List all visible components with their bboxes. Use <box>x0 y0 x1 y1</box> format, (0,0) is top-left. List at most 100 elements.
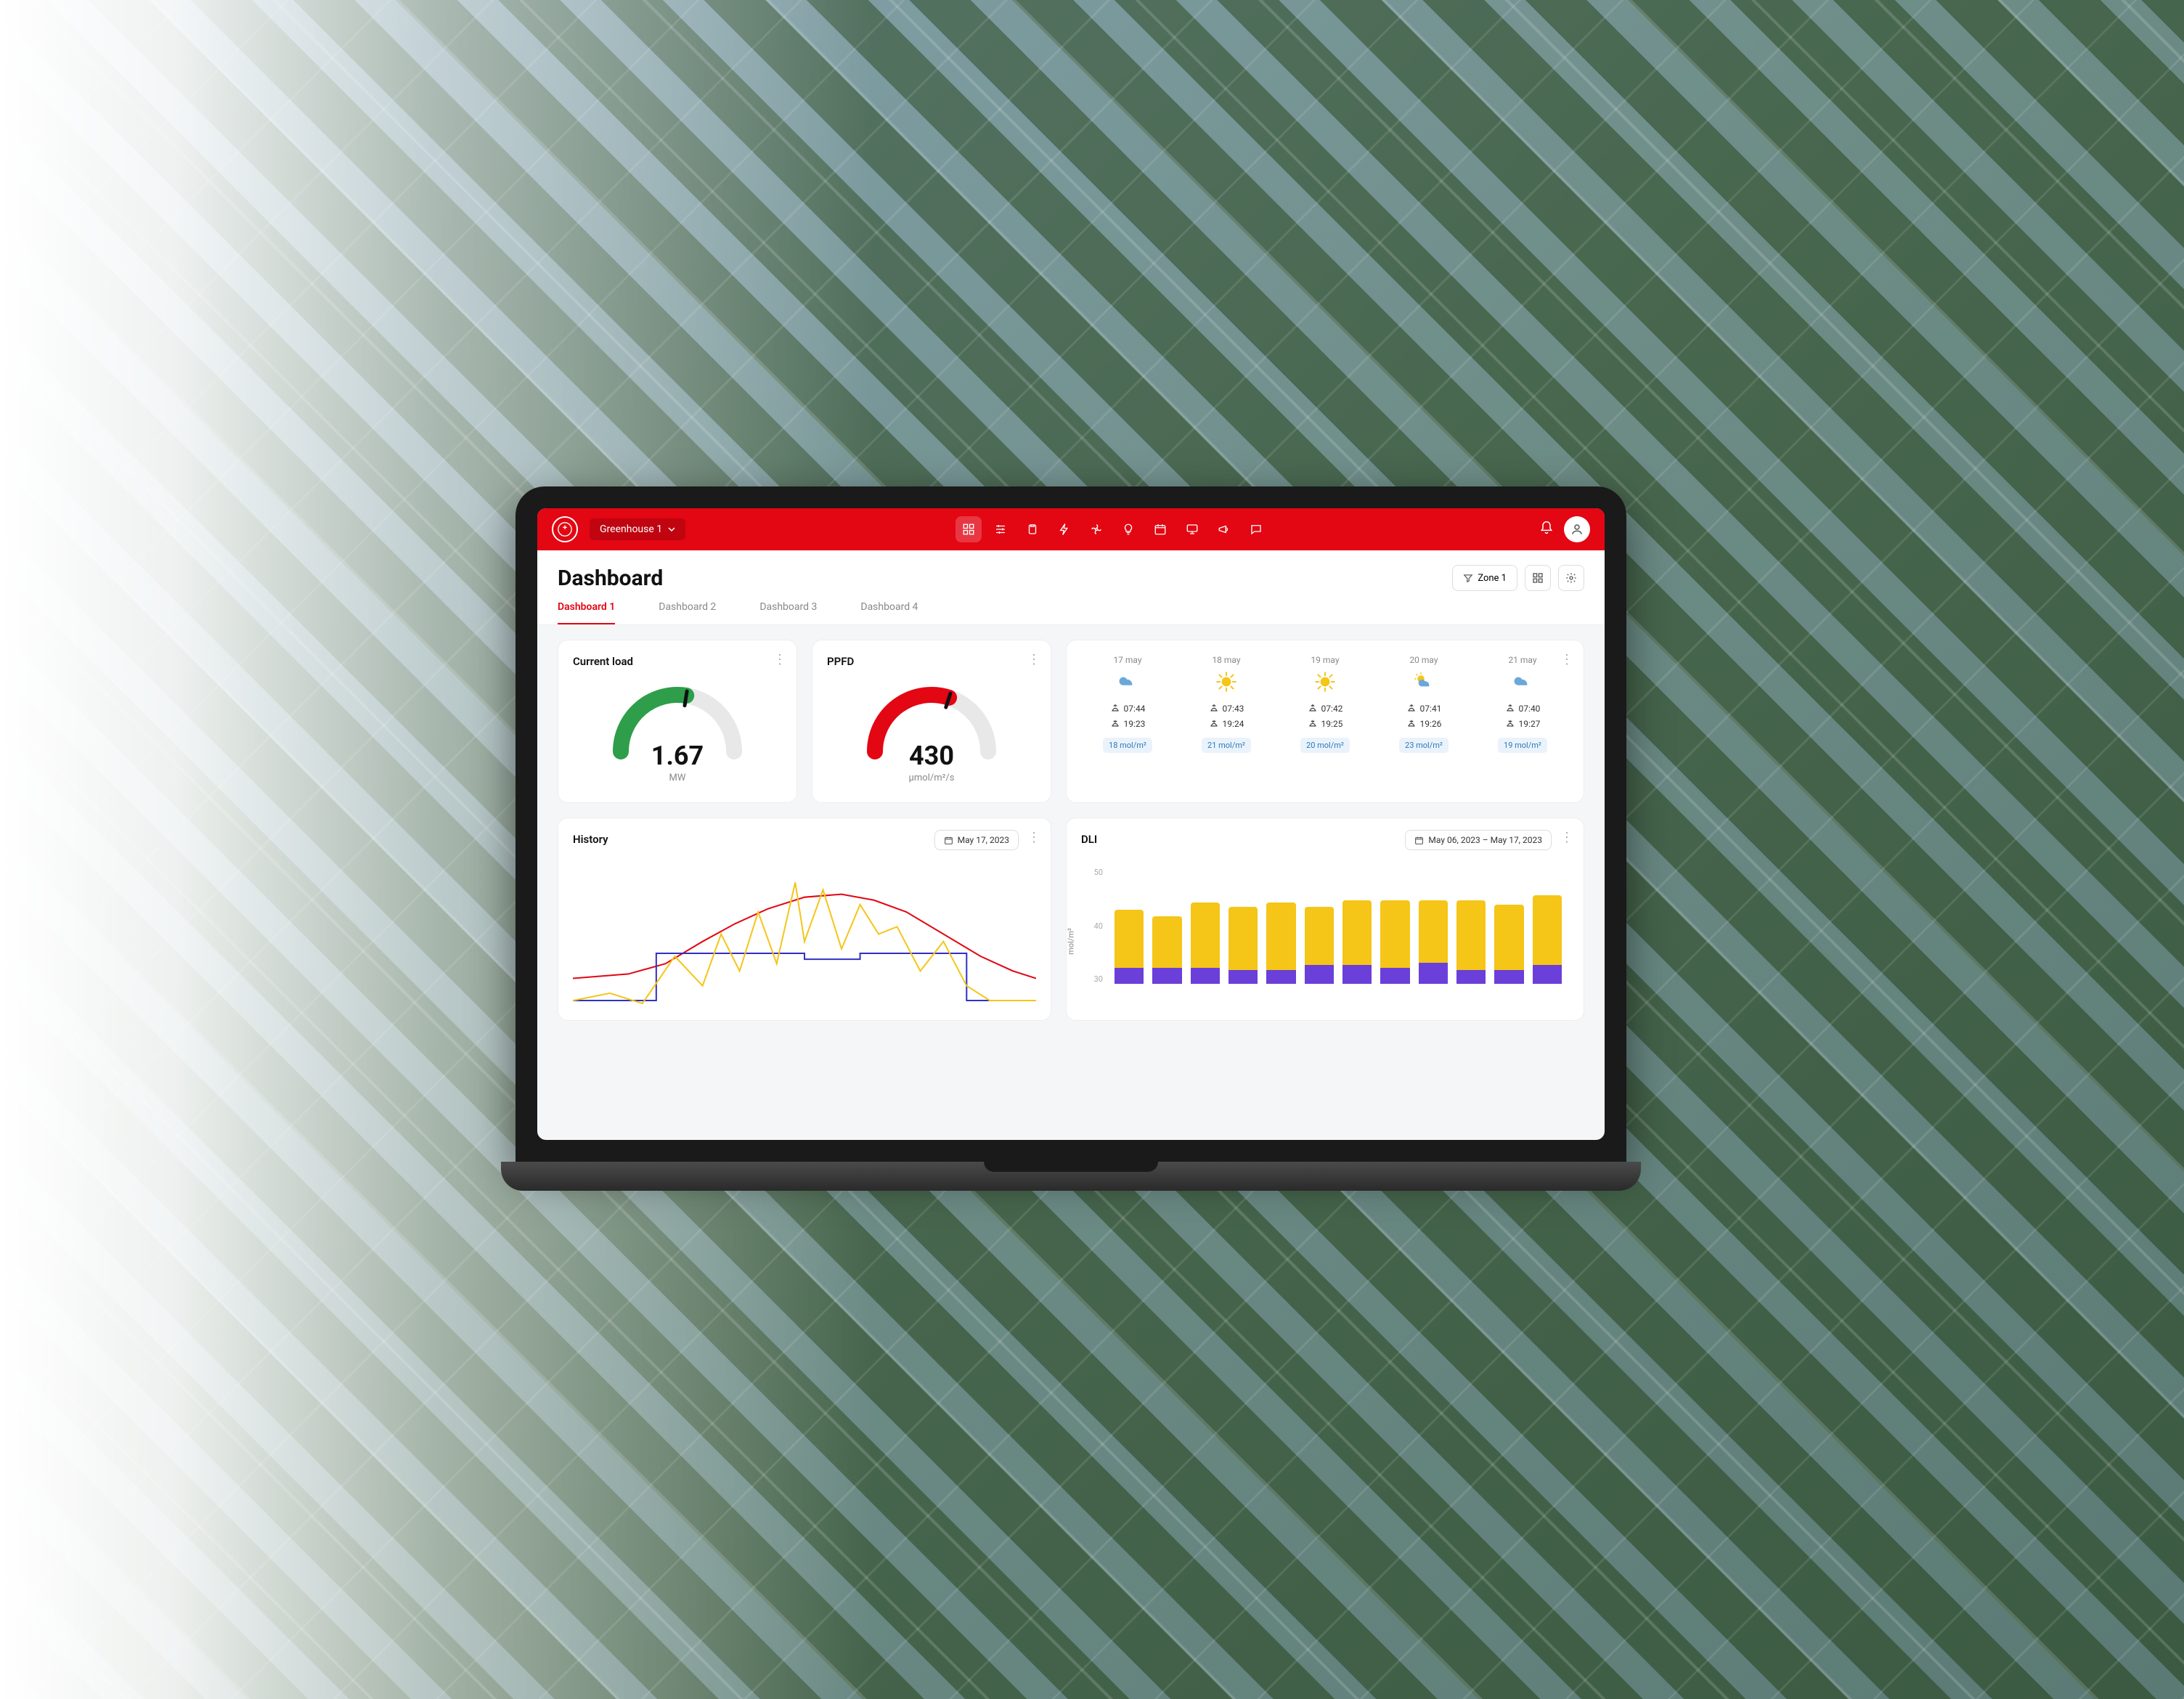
nav-fan-icon[interactable] <box>1083 516 1109 542</box>
weather-cloud-icon <box>1511 670 1534 698</box>
nav-sliders-icon[interactable] <box>987 516 1014 542</box>
layout-button[interactable] <box>1525 565 1551 591</box>
tab-dashboard-1[interactable]: Dashboard 1 <box>558 591 615 624</box>
history-line-chart <box>573 868 1036 1015</box>
dli-date-label: May 06, 2023 – May 17, 2023 <box>1428 835 1542 845</box>
user-avatar[interactable] <box>1564 516 1590 542</box>
sunrise-time: 07:40 <box>1505 704 1541 714</box>
dli-bar <box>1456 868 1486 984</box>
zone-label: Zone 1 <box>1478 573 1507 584</box>
weather-mol-badge: 21 mol/m² <box>1202 738 1251 753</box>
settings-button[interactable] <box>1558 565 1584 591</box>
brand-logo-icon[interactable] <box>552 516 578 542</box>
bar-segment-bottom <box>1533 965 1562 984</box>
weather-date: 20 may <box>1409 655 1438 665</box>
history-card: History May 17, 2023 ⋮ <box>558 818 1051 1021</box>
nav-calendar-icon[interactable] <box>1147 516 1173 542</box>
dli-bar <box>1152 868 1181 984</box>
y-tick: 50 <box>1081 868 1103 877</box>
dli-bar-chart: 504030 <box>1081 868 1569 984</box>
notifications-icon[interactable] <box>1539 521 1554 538</box>
y-tick: 40 <box>1081 921 1103 931</box>
weather-partly-icon <box>1412 670 1435 698</box>
card-menu-icon[interactable]: ⋮ <box>773 652 786 667</box>
card-menu-icon[interactable]: ⋮ <box>1560 830 1573 845</box>
page-header: Dashboard Zone 1 <box>537 550 1605 591</box>
weather-day: 18 may 07:43 19:24 21 mol/m² <box>1180 655 1273 753</box>
dli-bar <box>1533 868 1562 984</box>
sunset-time: 19:23 <box>1110 719 1146 729</box>
sunset-time: 19:26 <box>1406 719 1442 729</box>
nav-icons <box>697 516 1528 542</box>
current-load-unit: MW <box>669 773 686 783</box>
filter-icon <box>1463 573 1473 583</box>
sunset-time: 19:27 <box>1505 719 1541 729</box>
weather-card: ⋮ 17 may 07:44 19:23 18 mol/m²18 may 07:… <box>1066 640 1584 803</box>
weather-day: 20 may 07:41 19:26 23 mol/m² <box>1377 655 1470 753</box>
tab-dashboard-4[interactable]: Dashboard 4 <box>860 591 918 624</box>
calendar-icon <box>1414 836 1424 845</box>
dli-bar <box>1228 868 1258 984</box>
ppfd-card: PPFD ⋮ 430 μmol/m²/s <box>812 640 1051 803</box>
nav-bolt-icon[interactable] <box>1051 516 1077 542</box>
weather-mol-badge: 18 mol/m² <box>1103 738 1152 753</box>
weather-cloud-icon <box>1116 670 1139 698</box>
sunset-time: 19:24 <box>1209 719 1244 729</box>
app-screen: Greenhouse 1 Dashboard <box>537 508 1605 1140</box>
card-title: PPFD <box>827 655 1036 668</box>
bar-segment-bottom <box>1456 970 1486 984</box>
bar-segment-bottom <box>1380 968 1409 984</box>
bar-segment-top <box>1342 900 1372 966</box>
weather-day: 17 may 07:44 19:23 18 mol/m² <box>1081 655 1174 753</box>
nav-screen-icon[interactable] <box>1179 516 1205 542</box>
dli-bar <box>1266 868 1295 984</box>
layout-icon <box>1532 572 1544 584</box>
history-date-label: May 17, 2023 <box>958 835 1009 845</box>
weather-day: 19 may 07:42 19:25 20 mol/m² <box>1279 655 1372 753</box>
weather-mol-badge: 19 mol/m² <box>1498 738 1547 753</box>
greenhouse-selector[interactable]: Greenhouse 1 <box>590 518 685 540</box>
gear-icon <box>1565 572 1577 584</box>
bar-segment-bottom <box>1152 968 1181 984</box>
weather-day: 21 may 07:40 19:27 19 mol/m² <box>1476 655 1569 753</box>
dli-date-picker[interactable]: May 06, 2023 – May 17, 2023 <box>1405 830 1552 850</box>
laptop-base <box>501 1162 1641 1191</box>
bar-segment-top <box>1152 916 1181 967</box>
tab-dashboard-2[interactable]: Dashboard 2 <box>659 591 716 624</box>
weather-date: 18 may <box>1212 655 1240 665</box>
card-title: Current load <box>573 655 782 668</box>
dli-bar <box>1419 868 1448 984</box>
weather-mol-badge: 23 mol/m² <box>1399 738 1448 753</box>
sunrise-time: 07:41 <box>1406 704 1442 714</box>
nav-clipboard-icon[interactable] <box>1019 516 1046 542</box>
bar-segment-bottom <box>1266 970 1295 984</box>
nav-chat-icon[interactable] <box>1243 516 1269 542</box>
dli-bar <box>1115 868 1144 984</box>
bar-segment-top <box>1419 900 1448 963</box>
dashboard-tabs: Dashboard 1 Dashboard 2 Dashboard 3 Dashboa… <box>537 591 1605 625</box>
topbar: Greenhouse 1 <box>537 508 1605 550</box>
bar-segment-top <box>1305 907 1334 965</box>
bar-segment-top <box>1494 905 1523 970</box>
card-menu-icon[interactable]: ⋮ <box>1027 830 1040 845</box>
sunrise-time: 07:42 <box>1308 704 1343 714</box>
nav-bulb-icon[interactable] <box>1115 516 1141 542</box>
bar-segment-bottom <box>1494 970 1523 984</box>
weather-date: 19 may <box>1311 655 1339 665</box>
nav-megaphone-icon[interactable] <box>1211 516 1237 542</box>
tab-dashboard-3[interactable]: Dashboard 3 <box>759 591 817 624</box>
history-date-picker[interactable]: May 17, 2023 <box>934 830 1019 850</box>
weather-sun-icon <box>1215 670 1238 698</box>
zone-filter-button[interactable]: Zone 1 <box>1452 565 1517 591</box>
calendar-icon <box>944 836 953 845</box>
nav-grid-icon[interactable] <box>956 516 982 542</box>
dli-y-label: mol/m² <box>1067 928 1076 955</box>
bar-segment-top <box>1266 903 1295 970</box>
bar-segment-bottom <box>1115 968 1144 984</box>
greenhouse-label: Greenhouse 1 <box>600 523 662 535</box>
card-menu-icon[interactable]: ⋮ <box>1027 652 1040 667</box>
weather-sun-icon <box>1313 670 1337 698</box>
sunset-time: 19:25 <box>1308 719 1343 729</box>
dli-bar <box>1494 868 1523 984</box>
card-menu-icon[interactable]: ⋮ <box>1560 652 1573 667</box>
